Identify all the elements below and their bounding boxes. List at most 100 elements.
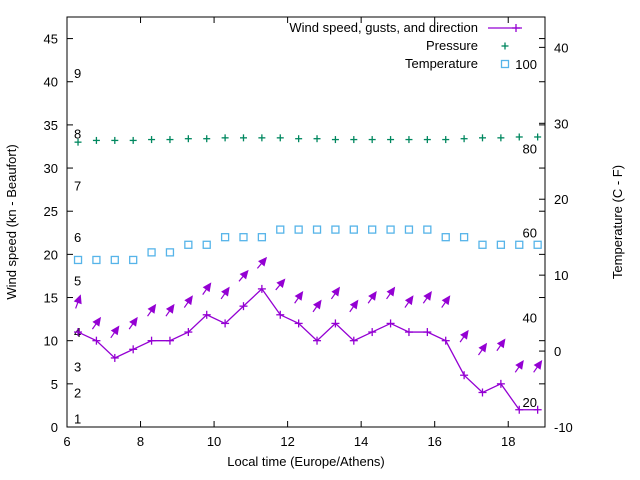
wind-direction-arrow	[422, 290, 432, 304]
beaufort-label: 3	[74, 360, 81, 375]
wind-direction-arrow	[202, 282, 212, 295]
wind-direction-arrow	[110, 325, 120, 339]
wind-direction-arrow	[330, 286, 341, 300]
y2-tick-label: 40	[554, 40, 568, 55]
wind-direction-arrow	[533, 360, 543, 373]
pressure-point	[129, 136, 137, 144]
wind-speed-point	[386, 319, 395, 328]
arrow-head	[386, 286, 396, 297]
pressure-point	[92, 136, 100, 144]
wind-direction-arrow	[238, 269, 249, 282]
y-tick-label: 10	[44, 334, 58, 349]
arrow-head	[460, 329, 469, 340]
arrow-head	[110, 325, 120, 336]
legend-label: Pressure	[426, 38, 478, 53]
temperature-point	[496, 240, 506, 249]
wind-speed-point	[294, 319, 303, 328]
legend-marker	[512, 24, 520, 32]
temperature-point	[459, 233, 469, 242]
pressure-point	[184, 135, 192, 143]
y2-tick-label: -10	[554, 420, 573, 435]
pressure-point	[239, 134, 247, 142]
arrow-head	[184, 295, 193, 306]
pressure-point	[368, 136, 376, 144]
wind-direction-arrow	[459, 329, 469, 343]
fahrenheit-label: 40	[523, 311, 537, 326]
pressure-point	[405, 136, 413, 144]
y2-tick-label: 10	[554, 268, 568, 283]
legend-label: Wind speed, gusts, and direction	[289, 20, 478, 35]
wind-speed-point	[276, 310, 285, 319]
arrow-head	[515, 360, 524, 370]
temperature-point	[184, 240, 193, 249]
wind-direction-arrow	[367, 290, 377, 304]
y2-tick-label: 30	[554, 116, 568, 131]
y-tick-label: 20	[44, 247, 58, 262]
plot-frame	[66, 16, 546, 428]
pressure-point	[111, 136, 119, 144]
x-tick-label: 6	[63, 434, 70, 449]
fahrenheit-label: 60	[523, 226, 537, 241]
wind-direction-arrow	[73, 294, 82, 309]
wind-speed-point	[110, 353, 119, 362]
wind-direction-arrow	[128, 316, 138, 330]
pressure-point	[442, 136, 450, 144]
wind-speed-point	[74, 328, 83, 337]
wind-speed-point	[515, 405, 524, 414]
x-tick-label: 10	[207, 434, 221, 449]
temperature-point	[110, 255, 119, 265]
pressure-point	[423, 136, 431, 144]
y-tick-label: 30	[44, 161, 58, 176]
wind-speed-point	[221, 319, 230, 328]
pressure-point	[221, 134, 229, 142]
arrow-head	[239, 269, 249, 280]
pressure-point	[534, 133, 542, 141]
legend-marker	[501, 42, 509, 50]
wind-direction-arrow	[275, 278, 286, 291]
y-tick-label: 45	[44, 32, 58, 47]
wind-direction-arrow	[514, 360, 524, 373]
wind-speed-point	[331, 319, 340, 328]
beaufort-label: 5	[74, 273, 81, 288]
wind-speed-point	[92, 336, 101, 345]
arrow-head	[441, 295, 451, 306]
wind-speed-point	[533, 405, 542, 414]
temperature-point	[312, 225, 322, 234]
y2-axis-title: Temperature (C - F)	[610, 165, 625, 279]
pressure-point	[313, 135, 321, 143]
y2-tick-label: 0	[554, 344, 561, 359]
arrow-head	[423, 290, 432, 301]
wind-speed-point	[460, 371, 469, 380]
wind-speed-point	[165, 336, 174, 345]
wind-speed-point	[313, 336, 322, 345]
x-tick-label: 18	[501, 434, 515, 449]
temperature-point	[423, 225, 432, 234]
legend-label: Temperature	[405, 56, 478, 71]
arrow-head	[331, 286, 341, 297]
pressure-point	[331, 136, 339, 144]
arrow-head	[165, 303, 175, 314]
pressure-point	[460, 135, 468, 143]
arrow-head	[404, 295, 414, 306]
wind-direction-arrow	[404, 295, 414, 308]
wind-direction-arrow	[220, 286, 230, 300]
temperature-point	[441, 233, 450, 242]
pressure-point	[515, 133, 523, 141]
beaufort-label: 7	[74, 178, 81, 193]
y2-tick-label: 20	[554, 192, 568, 207]
wind-direction-arrow	[183, 295, 193, 308]
pressure-point	[258, 134, 266, 142]
x-tick-label: 8	[137, 434, 144, 449]
beaufort-label: 1	[74, 411, 81, 426]
temperature-point	[349, 225, 358, 234]
arrow-head	[92, 316, 102, 327]
legend-marker	[500, 59, 510, 69]
y-tick-label: 15	[44, 291, 58, 306]
wind-speed-point	[202, 310, 211, 319]
wind-speed-point	[147, 336, 156, 345]
wind-direction-arrow	[441, 295, 451, 308]
pressure-point	[74, 138, 82, 146]
temperature-point	[73, 255, 83, 265]
y-tick-label: 0	[51, 420, 58, 435]
temperature-point	[294, 225, 303, 234]
